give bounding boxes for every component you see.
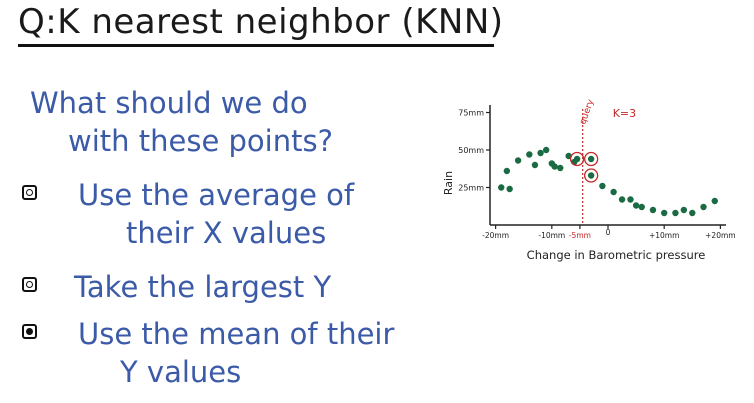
question-line-1: What should we do xyxy=(30,86,308,120)
option-average-x[interactable]: Use the average of their X values xyxy=(22,176,354,252)
neighbor-circle xyxy=(569,151,585,167)
chart-points xyxy=(498,146,718,217)
data-point xyxy=(557,164,564,172)
x-axis-title: Change in Barometric pressure xyxy=(527,248,706,262)
x-tick-label: +10mm xyxy=(649,231,679,240)
query-label: query xyxy=(578,98,597,126)
y-axis-title: Rain xyxy=(442,171,455,195)
data-point xyxy=(498,184,505,191)
option-label-line-1: Take the largest Y xyxy=(74,270,332,304)
x-tick-label: -10mm xyxy=(538,231,565,240)
y-tick-label: 50mm xyxy=(458,146,484,155)
data-point xyxy=(680,206,688,214)
chart-axes xyxy=(486,105,726,229)
data-point xyxy=(526,151,533,158)
data-point xyxy=(649,206,657,214)
data-point xyxy=(638,203,645,211)
data-point xyxy=(573,155,581,163)
option-label-line-2: their X values xyxy=(126,216,327,250)
question-line-2: with these points? xyxy=(68,124,333,158)
data-point xyxy=(506,185,513,193)
option-checkbox[interactable] xyxy=(22,185,37,200)
question-text: What should we do with these points? xyxy=(30,84,333,160)
option-checkbox[interactable] xyxy=(22,277,37,292)
data-point xyxy=(627,196,634,203)
option-checkbox-selected[interactable] xyxy=(22,324,37,339)
neighbor-circle xyxy=(583,151,599,167)
option-label-line-2: Y values xyxy=(120,355,242,389)
k-label: K=3 xyxy=(613,107,636,120)
option-label-line-1: Use the average of xyxy=(78,178,355,212)
title-underline xyxy=(18,44,494,47)
data-point xyxy=(632,202,640,209)
chart-labels: 75mm 50mm 25mm -20mm -10mm -5mm 0 +10mm +20mm que… xyxy=(442,98,736,262)
x-tick-label: 0 xyxy=(606,228,611,237)
x-tick-label: +20mm xyxy=(705,231,735,240)
data-point xyxy=(587,155,595,163)
neighbor-circle xyxy=(583,168,599,183)
option-label-line-1: Use the mean of their xyxy=(78,317,395,351)
data-point xyxy=(514,157,522,164)
x-tick-label: -5mm xyxy=(569,231,591,240)
data-point xyxy=(551,163,558,170)
data-point xyxy=(599,182,606,190)
option-largest-y[interactable]: Take the largest Y xyxy=(22,268,331,306)
data-point xyxy=(587,172,595,179)
data-point xyxy=(672,209,679,217)
data-point xyxy=(700,203,707,211)
data-point xyxy=(542,146,550,154)
knn-scatter-chart: 75mm 50mm 25mm -20mm -10mm -5mm 0 +10mm +20mm que… xyxy=(442,98,736,262)
option-mean-y[interactable]: Use the mean of their Y values xyxy=(22,315,394,391)
data-point xyxy=(537,149,544,157)
x-tick-label: -20mm xyxy=(482,231,509,240)
data-point xyxy=(531,161,539,169)
data-point xyxy=(618,196,626,203)
page-title: Q:K nearest neighbor (KNN) xyxy=(18,2,504,42)
data-point xyxy=(660,209,668,217)
data-point xyxy=(689,209,696,217)
y-tick-label: 25mm xyxy=(458,184,484,193)
y-tick-label: 75mm xyxy=(458,109,484,118)
data-point xyxy=(610,188,617,196)
data-point xyxy=(503,167,511,175)
data-point xyxy=(711,197,718,205)
